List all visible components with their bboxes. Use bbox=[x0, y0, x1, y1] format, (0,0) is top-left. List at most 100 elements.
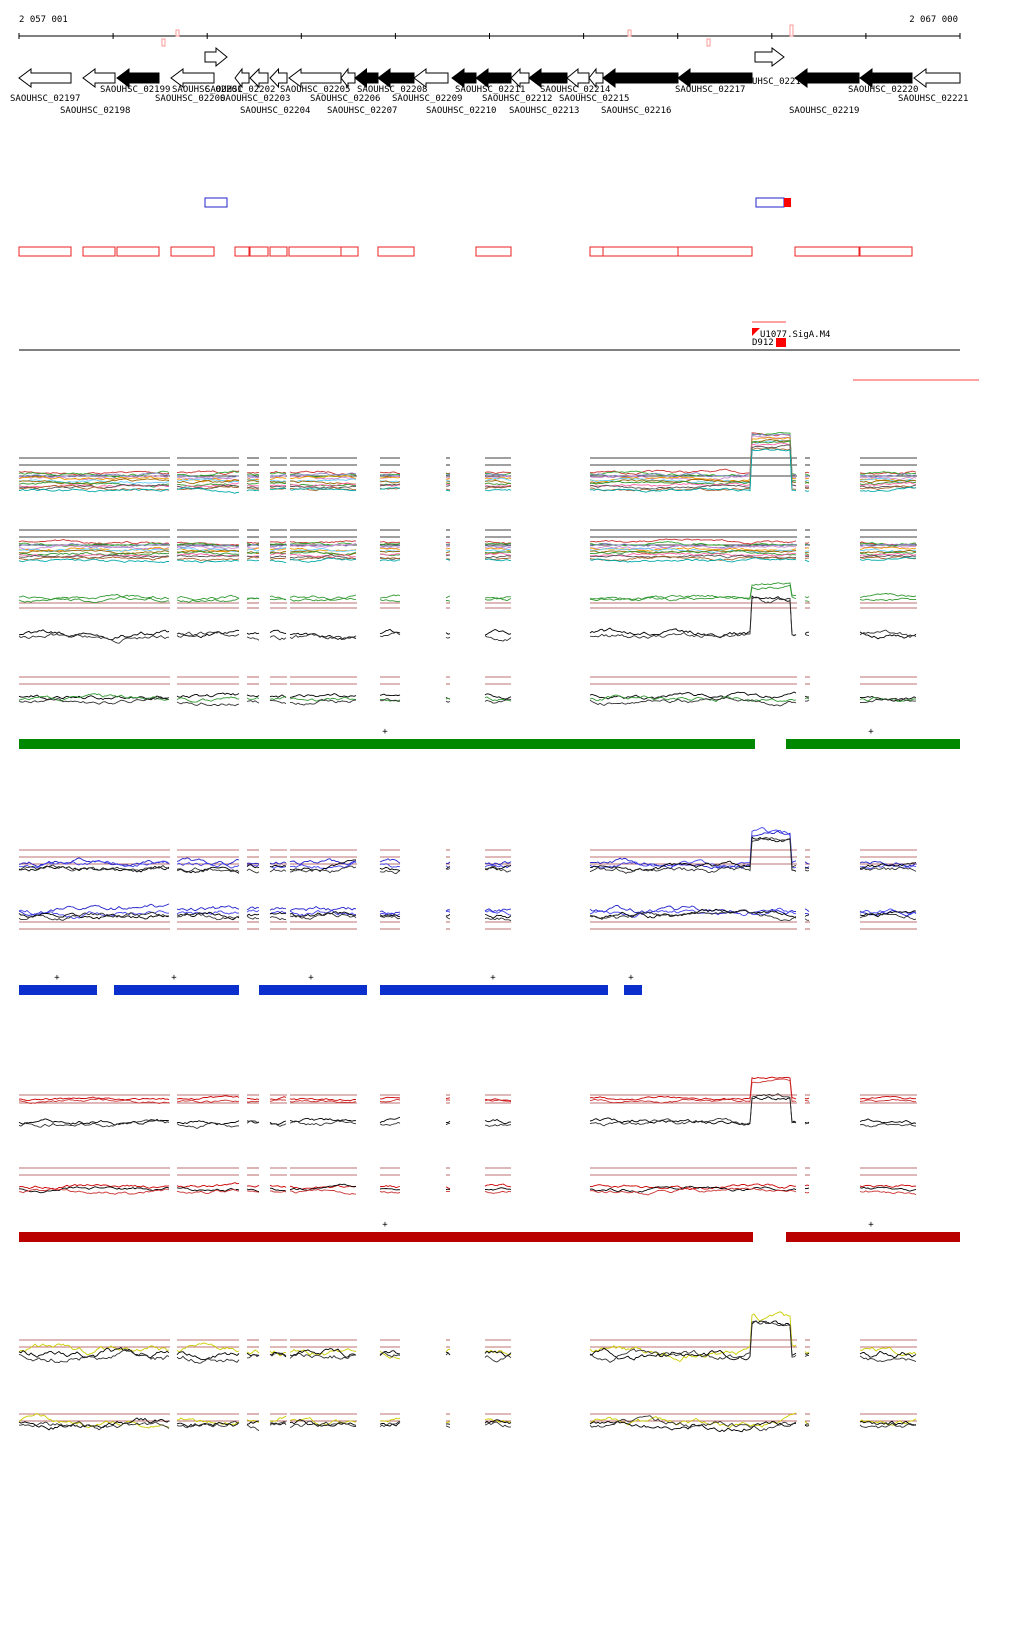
expression-trace bbox=[18, 1186, 170, 1194]
expression-trace bbox=[804, 480, 810, 482]
expression-trace bbox=[246, 1188, 260, 1193]
expression-trace bbox=[269, 1415, 287, 1423]
gene-label: SAOUHSC_02213 bbox=[509, 106, 579, 116]
expression-trace bbox=[859, 866, 917, 872]
red-box bbox=[234, 246, 250, 257]
expression-trace bbox=[859, 1184, 917, 1188]
expression-trace bbox=[289, 865, 357, 874]
expression-trace bbox=[246, 489, 260, 492]
gene-label: SAOUHSC_02204 bbox=[240, 106, 310, 116]
expression-trace bbox=[859, 1123, 917, 1128]
expression-trace bbox=[484, 910, 512, 916]
expression-trace bbox=[484, 596, 511, 600]
expression-trace bbox=[484, 482, 512, 486]
gene-arrow bbox=[413, 68, 449, 88]
expression-trace bbox=[859, 1350, 917, 1359]
expression-trace bbox=[379, 863, 401, 868]
gene-label: SAOUHSC_02217 bbox=[675, 85, 745, 95]
expression-trace bbox=[804, 699, 810, 702]
gene-arrow bbox=[204, 46, 228, 68]
expression-trace bbox=[18, 556, 170, 561]
red-box bbox=[677, 246, 753, 257]
expression-trace bbox=[176, 912, 240, 921]
expression-trace bbox=[804, 908, 810, 912]
expression-trace bbox=[484, 597, 512, 602]
expression-trace bbox=[246, 1419, 260, 1423]
expression-trace bbox=[445, 488, 451, 491]
expression-trace bbox=[379, 1098, 401, 1103]
expression-trace bbox=[859, 476, 917, 481]
expression-trace bbox=[484, 1190, 512, 1194]
red-box bbox=[18, 246, 72, 257]
expression-trace bbox=[176, 1420, 240, 1429]
expression-trace bbox=[18, 1417, 170, 1431]
expression-trace bbox=[804, 631, 810, 634]
expression-trace bbox=[176, 597, 240, 603]
expression-trace bbox=[289, 475, 357, 480]
expression-trace bbox=[445, 483, 451, 485]
expression-trace bbox=[590, 541, 797, 548]
expression-trace bbox=[859, 481, 917, 486]
expression-trace bbox=[289, 483, 356, 487]
expression-trace bbox=[859, 631, 917, 640]
gene-label: SAOUHSC_02199 bbox=[100, 85, 170, 95]
expression-trace bbox=[379, 1188, 401, 1191]
gene-label: SAOUHSC_02215 bbox=[559, 94, 629, 104]
expression-trace bbox=[246, 906, 260, 911]
expression-trace bbox=[246, 700, 260, 704]
expression-trace bbox=[246, 546, 260, 549]
expression-trace bbox=[379, 599, 401, 603]
gene-label: SAOUHSC_02221 bbox=[898, 94, 968, 104]
expression-trace bbox=[18, 488, 170, 493]
gene-label: SAOUHSC_02216 bbox=[601, 106, 671, 116]
red-segment bbox=[786, 1232, 960, 1242]
expression-trace bbox=[269, 484, 286, 487]
expression-trace bbox=[484, 1183, 512, 1188]
expression-trace bbox=[804, 471, 810, 474]
expression-trace bbox=[269, 477, 287, 481]
expression-trace bbox=[269, 910, 287, 915]
expression-trace bbox=[246, 864, 260, 869]
expression-trace bbox=[269, 546, 287, 552]
gene-label: SAOUHSC_02210 bbox=[426, 106, 496, 116]
expression-trace bbox=[859, 1422, 917, 1429]
expression-trace bbox=[804, 1355, 809, 1357]
expression-trace bbox=[589, 1185, 797, 1193]
expression-trace bbox=[445, 861, 451, 864]
expression-trace bbox=[859, 1346, 917, 1357]
expression-trace bbox=[445, 866, 451, 870]
gene-arrow bbox=[269, 67, 288, 89]
promoter-label: U1077.SigA.M4 bbox=[760, 330, 830, 340]
gene-arrow bbox=[234, 67, 250, 89]
expression-trace bbox=[18, 593, 170, 601]
expression-trace bbox=[859, 912, 917, 921]
expression-trace bbox=[176, 1120, 240, 1126]
expression-trace bbox=[18, 865, 170, 873]
expression-trace bbox=[18, 475, 170, 481]
red-box bbox=[288, 246, 342, 257]
gene-label: SAOUHSC_02219 bbox=[789, 106, 859, 116]
expression-trace bbox=[379, 914, 401, 918]
expression-trace bbox=[246, 1349, 260, 1354]
expression-trace bbox=[18, 697, 170, 705]
expression-trace bbox=[859, 473, 917, 479]
expression-trace bbox=[445, 476, 451, 479]
expression-trace bbox=[269, 485, 287, 488]
expression-trace bbox=[289, 1188, 357, 1195]
expression-trace bbox=[589, 907, 797, 918]
gene-arrow bbox=[602, 68, 679, 88]
expression-trace bbox=[269, 916, 287, 921]
expression-trace bbox=[445, 1186, 451, 1190]
expression-trace bbox=[289, 1117, 357, 1123]
expression-trace bbox=[176, 905, 240, 912]
coord-end: 2 067 000 bbox=[909, 15, 958, 25]
expression-trace bbox=[859, 1095, 917, 1100]
expression-trace bbox=[176, 1351, 240, 1361]
gene-arrow bbox=[18, 68, 72, 88]
expression-trace bbox=[18, 1347, 170, 1359]
expression-trace bbox=[246, 862, 260, 865]
expression-trace bbox=[379, 476, 401, 479]
expression-trace bbox=[589, 439, 797, 484]
expression-trace bbox=[484, 908, 512, 913]
expression-trace bbox=[589, 837, 797, 874]
